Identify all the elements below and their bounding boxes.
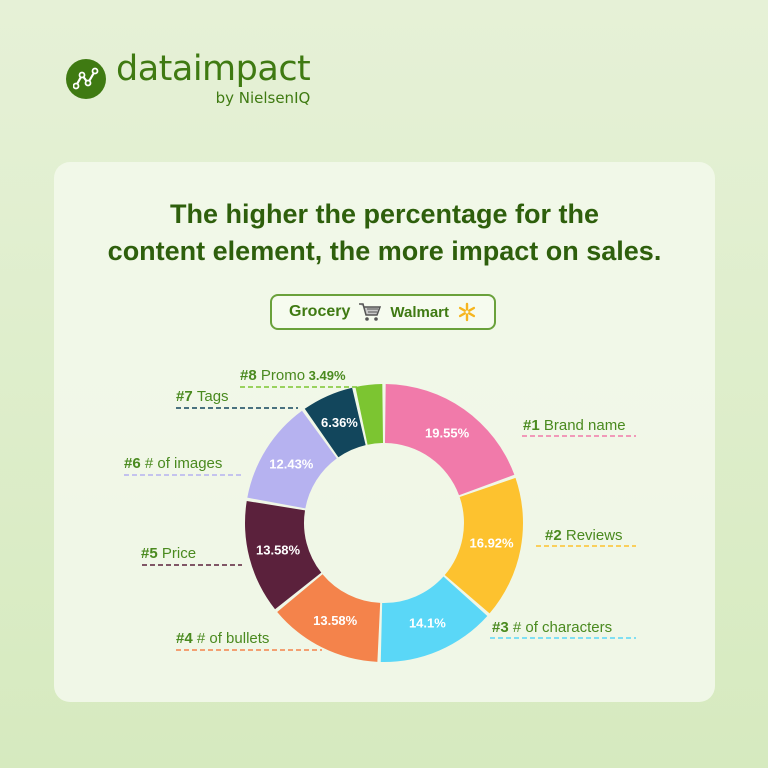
category-label: #3 # of characters bbox=[492, 619, 612, 636]
category-label: #8 Promo 3.49% bbox=[240, 367, 346, 384]
slice-value-label: 6.36% bbox=[321, 415, 358, 430]
headline-line2: content element, the more impact on sale… bbox=[107, 236, 662, 266]
category-label: #4 # of bullets bbox=[176, 630, 269, 647]
slice-brand-name bbox=[384, 384, 515, 496]
category-label: #6 # of images bbox=[124, 455, 222, 472]
category-label: #5 Price bbox=[141, 545, 196, 562]
slice-price bbox=[245, 501, 322, 610]
slice-reviews bbox=[444, 477, 523, 614]
headline-line1: The higher the percentage for the bbox=[169, 199, 600, 229]
logo-mark-icon bbox=[66, 59, 106, 99]
slice-value-label: 13.58% bbox=[256, 543, 301, 558]
brand-sub: by NielsenIQ bbox=[215, 89, 311, 107]
category-label: #7 Tags bbox=[176, 388, 229, 405]
slice-value-label: 16.92% bbox=[470, 536, 515, 551]
slice-promo bbox=[355, 384, 384, 445]
slice-value-label: 13.58% bbox=[313, 613, 358, 628]
slice--of-images bbox=[247, 410, 337, 509]
category-label: Grocery bbox=[289, 303, 351, 320]
walmart-spark-icon bbox=[457, 302, 477, 322]
slice-value-label: 19.55% bbox=[425, 426, 470, 441]
category-label: #2 Reviews bbox=[545, 527, 623, 544]
shopping-cart-icon bbox=[358, 302, 382, 322]
category-label: #1 Brand name bbox=[523, 417, 626, 434]
filter-pill: Grocery Walmart bbox=[270, 294, 496, 330]
slice--of-characters bbox=[380, 576, 488, 662]
slice-tags bbox=[304, 387, 366, 458]
slice-value-label: 12.43% bbox=[269, 457, 314, 472]
slice-value-label: 14.1% bbox=[409, 616, 446, 631]
brand-name: dataimpact bbox=[116, 49, 311, 89]
slice--of-bullets bbox=[277, 574, 381, 662]
retailer-label: Walmart bbox=[390, 303, 449, 321]
logo: dataimpact by NielsenIQ bbox=[66, 49, 311, 107]
headline: The higher the percentage for the conten… bbox=[54, 196, 715, 270]
